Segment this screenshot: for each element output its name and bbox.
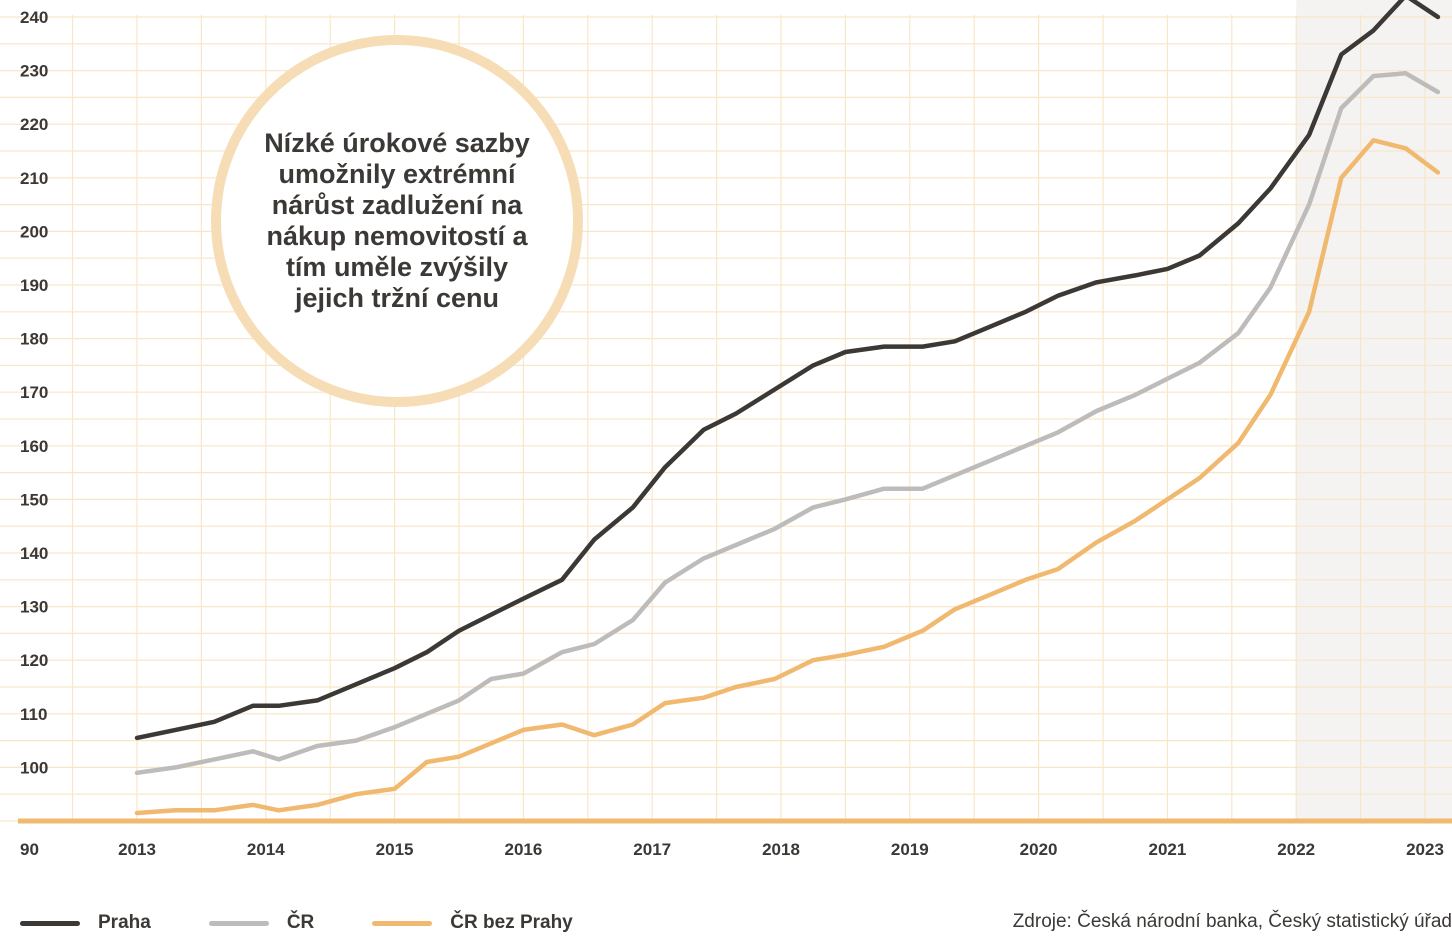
y-tick-label: 220 [20, 115, 48, 134]
legend-swatch-cr [208, 920, 269, 926]
legend-label-cr-bez-prahy: ČR bez Prahy [450, 912, 573, 933]
legend-item-cr-bez-prahy: ČR bez Prahy [372, 912, 573, 934]
y-tick-label: 110 [20, 705, 47, 724]
legend-item-cr: ČR [208, 912, 315, 934]
series-lines [134, 0, 1441, 816]
grid-lines [0, 15, 1452, 822]
y-tick-label: 180 [20, 330, 48, 349]
y-tick-label: 240 [20, 8, 48, 27]
x-tick-label: 2016 [504, 840, 542, 859]
legend-swatch-praha [20, 920, 80, 926]
legend-label-praha: Praha [98, 912, 151, 933]
x-tick-label: 2017 [633, 840, 671, 859]
y-tick-label: 210 [20, 169, 48, 188]
x-tick-label: 2019 [891, 840, 929, 859]
legend-label-cr: ČR [286, 912, 315, 933]
series-line-praha [134, 0, 1441, 741]
y-tick-label: 190 [20, 276, 48, 295]
y-axis-ticks: 90 100 110 120 130 140 150 160 170 180 190 200 210 22… [20, 8, 48, 859]
legend-item-praha: Praha [20, 912, 151, 934]
y-tick-label: 200 [20, 222, 48, 241]
recent-period-shade [1296, 0, 1452, 821]
y-tick-label: 160 [20, 437, 48, 456]
x-tick-label: 2018 [762, 840, 800, 859]
x-tick-label: 2015 [376, 840, 414, 859]
x-tick-label: 2023 [1406, 840, 1444, 859]
y-tick-label: 120 [20, 651, 48, 670]
y-tick-label: 90 [20, 840, 39, 859]
x-tick-label: 2022 [1277, 840, 1315, 859]
legend-swatch-cr-bez-prahy [372, 920, 433, 926]
series-line-čr-bez-prahy [134, 138, 1441, 816]
x-tick-label: 2013 [118, 840, 156, 859]
x-tick-label: 2020 [1020, 840, 1058, 859]
x-tick-label: 2014 [247, 840, 285, 859]
annotation-circle: Nízké úrokové sazby umožnily extrémní ná… [211, 35, 583, 407]
y-tick-label: 170 [20, 383, 48, 402]
series-line-čr [134, 71, 1441, 776]
x-tick-label: 2021 [1148, 840, 1186, 859]
source-note: Zdroje: Česká národní banka, Český stati… [1012, 911, 1452, 932]
annotation-text: Nízké úrokové sazby umožnily extrémní ná… [264, 128, 530, 313]
y-tick-label: 230 [20, 62, 48, 81]
y-tick-label: 150 [20, 490, 48, 509]
y-tick-label: 130 [20, 598, 48, 617]
y-tick-label: 140 [20, 544, 48, 563]
legend: Praha ČR ČR bez Prahy [20, 910, 631, 936]
y-tick-label: 100 [20, 758, 48, 777]
x-axis-ticks: 2013 2014 2015 2016 2017 2018 2019 2020 2021 2022… [118, 840, 1444, 859]
